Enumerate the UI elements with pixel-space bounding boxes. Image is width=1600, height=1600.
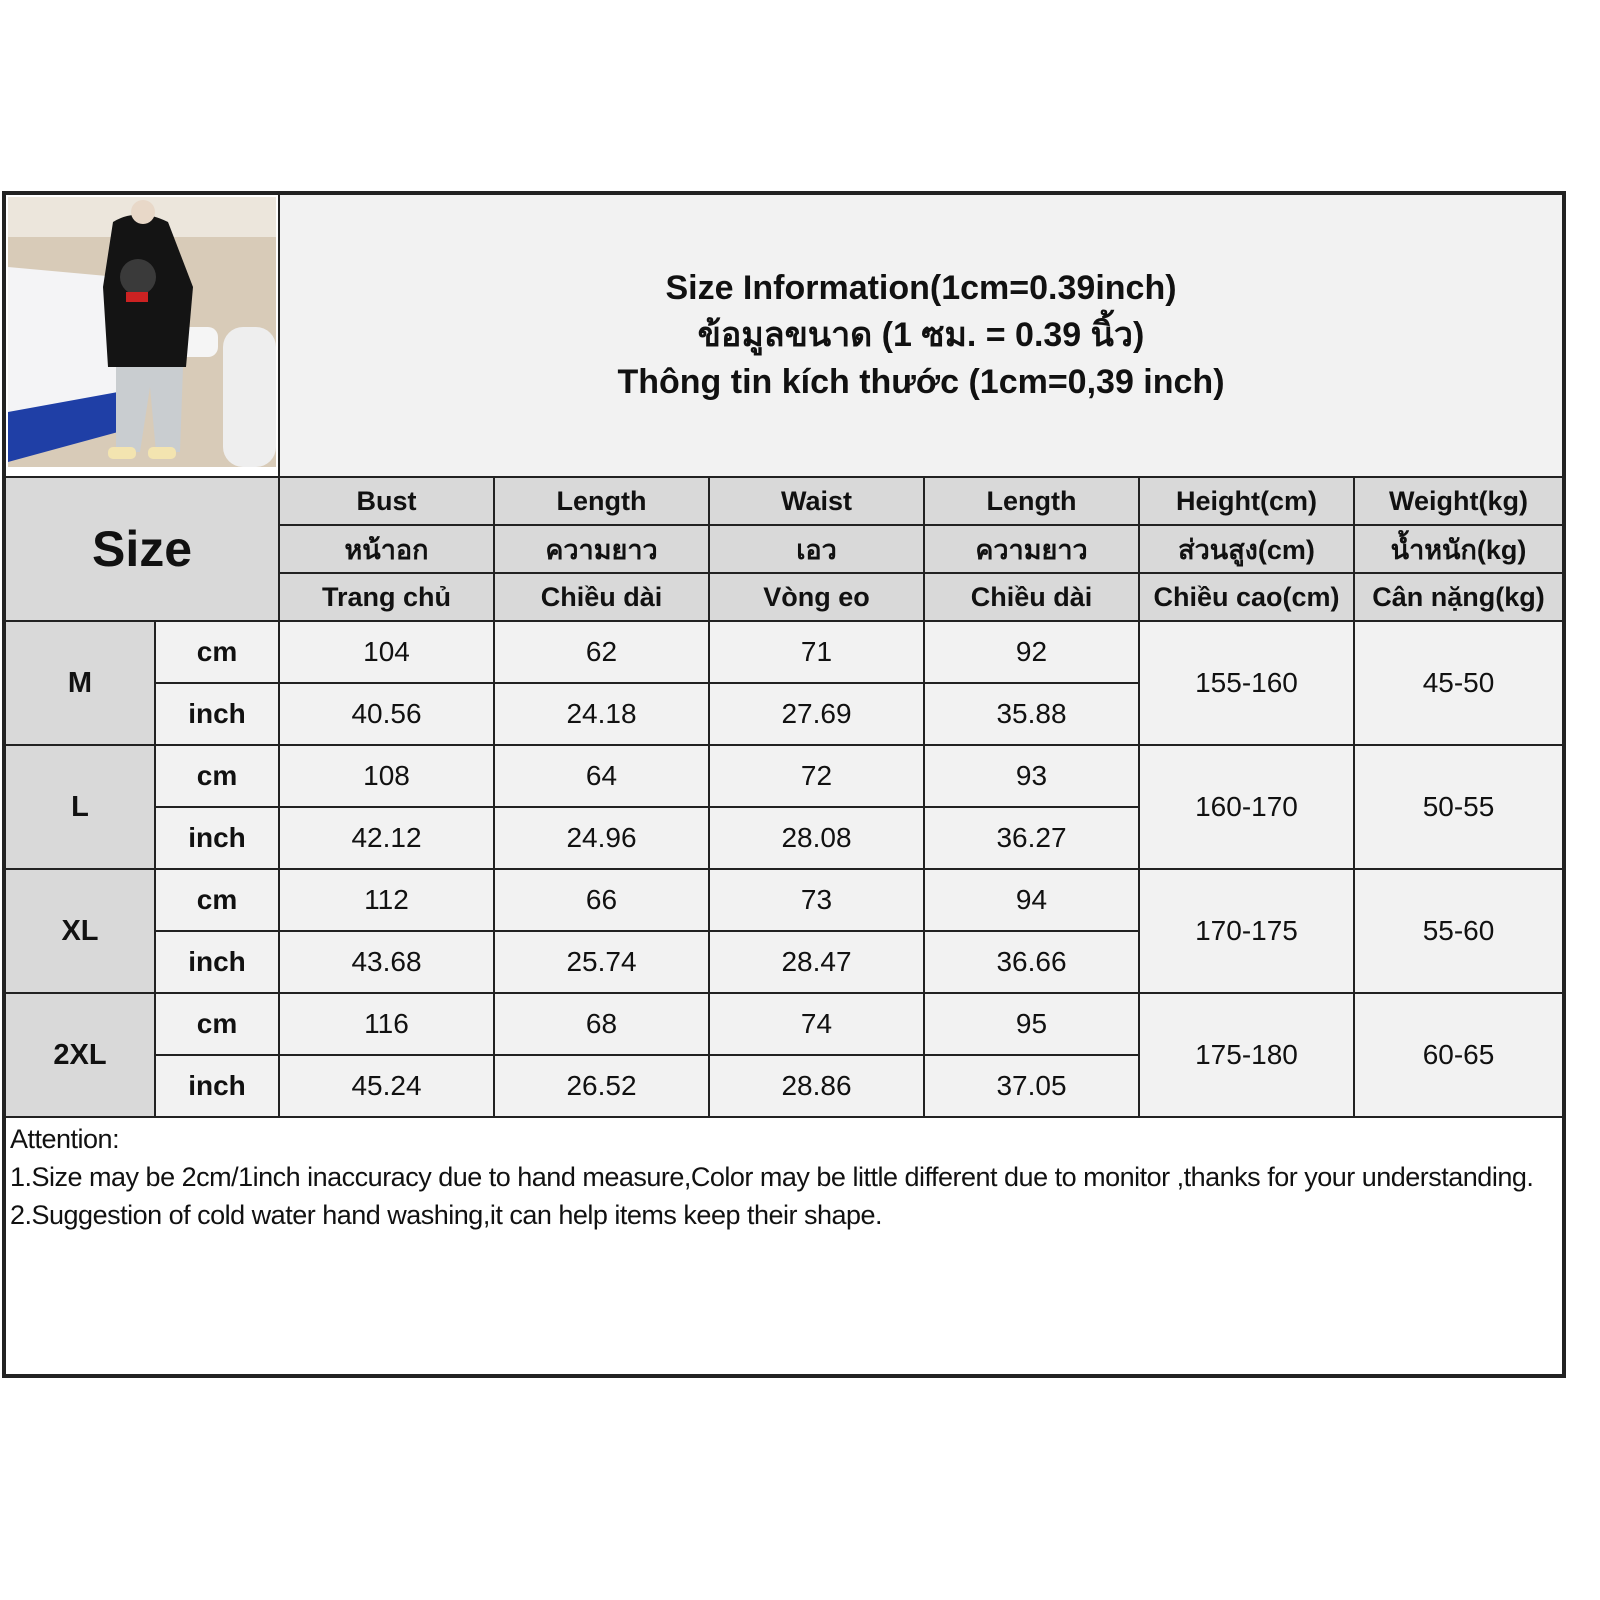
inch-value: 35.88 xyxy=(923,682,1140,746)
unit-label: inch xyxy=(154,1054,280,1118)
note-item: 1.Size may be 2cm/1inch inaccuracy due t… xyxy=(10,1162,1534,1192)
height-range: 175-180 xyxy=(1138,992,1355,1118)
size-label: L xyxy=(4,744,156,870)
col-header-vi: Cân nặng(kg) xyxy=(1353,572,1564,622)
inch-value: 24.96 xyxy=(493,806,710,870)
table-row-cm: M cm 104 62 71 92 155-160 45-50 xyxy=(4,620,1564,746)
unit-label: cm xyxy=(154,868,280,932)
inch-value: 45.24 xyxy=(278,1054,495,1118)
inch-value: 27.69 xyxy=(708,682,925,746)
weight-range: 45-50 xyxy=(1353,620,1564,746)
cm-value: 74 xyxy=(708,992,925,1056)
title-block: Size Information(1cm=0.39inch) ข้อมูลขนา… xyxy=(278,193,1564,478)
notes-heading: Attention: xyxy=(10,1124,120,1154)
cm-value: 112 xyxy=(278,868,495,932)
title-en: Size Information(1cm=0.39inch) xyxy=(665,269,1177,307)
unit-label: cm xyxy=(154,744,280,808)
product-photo xyxy=(4,193,280,478)
weight-range: 50-55 xyxy=(1353,744,1564,870)
inch-value: 42.12 xyxy=(278,806,495,870)
title-th: ข้อมูลขนาด (1 ซม. = 0.39 นิ้ว) xyxy=(697,316,1145,354)
cm-value: 66 xyxy=(493,868,710,932)
height-range: 155-160 xyxy=(1138,620,1355,746)
cm-value: 104 xyxy=(278,620,495,684)
inch-value: 36.66 xyxy=(923,930,1140,994)
table-row-inch: inch 45.24 26.52 28.86 37.05 xyxy=(5,1054,1563,1118)
table-row-inch: inch 40.56 24.18 27.69 35.88 xyxy=(5,682,1563,746)
col-header-en: Height(cm) xyxy=(1138,476,1355,526)
weight-range: 60-65 xyxy=(1353,992,1564,1118)
table-row-inch: inch 42.12 24.96 28.08 36.27 xyxy=(5,806,1563,870)
inch-value: 28.47 xyxy=(708,930,925,994)
title-vi: Thông tin kích thước (1cm=0,39 inch) xyxy=(617,363,1225,401)
size-header: Size xyxy=(4,476,280,622)
cm-value: 95 xyxy=(923,992,1140,1056)
attention-notes: Attention: 1.Size may be 2cm/1inch inacc… xyxy=(4,1116,1564,1376)
cm-value: 72 xyxy=(708,744,925,808)
cm-value: 92 xyxy=(923,620,1140,684)
inch-value: 37.05 xyxy=(923,1054,1140,1118)
cm-value: 93 xyxy=(923,744,1140,808)
col-header-vi: Chiều dài xyxy=(493,572,710,622)
cm-value: 116 xyxy=(278,992,495,1056)
inch-value: 25.74 xyxy=(493,930,710,994)
table-row-cm: XL cm 112 66 73 94 170-175 55-60 xyxy=(4,868,1564,994)
unit-label: cm xyxy=(154,620,280,684)
inch-value: 36.27 xyxy=(923,806,1140,870)
cm-value: 73 xyxy=(708,868,925,932)
cm-value: 64 xyxy=(493,744,710,808)
col-header-en: Length xyxy=(923,476,1140,526)
col-header-vi: Chiều dài xyxy=(923,572,1140,622)
col-header-en: Bust xyxy=(278,476,495,526)
inch-value: 40.56 xyxy=(278,682,495,746)
col-header-en: Waist xyxy=(708,476,925,526)
col-header-th: ความยาว xyxy=(923,524,1140,574)
unit-label: inch xyxy=(154,806,280,870)
col-header-th: หน้าอก xyxy=(278,524,495,574)
table-row-cm: 2XL cm 116 68 74 95 175-180 60-65 xyxy=(4,992,1564,1118)
col-header-vi: Vòng eo xyxy=(708,572,925,622)
col-header-th: เอว xyxy=(708,524,925,574)
cm-value: 108 xyxy=(278,744,495,808)
inch-value: 24.18 xyxy=(493,682,710,746)
col-header-th: น้ำหนัก(kg) xyxy=(1353,524,1564,574)
cm-value: 62 xyxy=(493,620,710,684)
col-header-en: Length xyxy=(493,476,710,526)
height-range: 160-170 xyxy=(1138,744,1355,870)
col-header-en: Weight(kg) xyxy=(1353,476,1564,526)
model-photo xyxy=(8,197,276,467)
height-range: 170-175 xyxy=(1138,868,1355,994)
col-header-th: ความยาว xyxy=(493,524,710,574)
cm-value: 68 xyxy=(493,992,710,1056)
cm-value: 94 xyxy=(923,868,1140,932)
size-label: XL xyxy=(4,868,156,994)
table-row-cm: L cm 108 64 72 93 160-170 50-55 xyxy=(4,744,1564,870)
size-label: M xyxy=(4,620,156,746)
inch-value: 28.08 xyxy=(708,806,925,870)
inch-value: 26.52 xyxy=(493,1054,710,1118)
inch-value: 28.86 xyxy=(708,1054,925,1118)
size-label: 2XL xyxy=(4,992,156,1118)
cm-value: 71 xyxy=(708,620,925,684)
weight-range: 55-60 xyxy=(1353,868,1564,994)
unit-label: cm xyxy=(154,992,280,1056)
table-row-inch: inch 43.68 25.74 28.47 36.66 xyxy=(5,930,1563,994)
col-header-th: ส่วนสูง(cm) xyxy=(1138,524,1355,574)
note-item: 2.Suggestion of cold water hand washing,… xyxy=(10,1200,883,1230)
unit-label: inch xyxy=(154,682,280,746)
size-chart: Size Information(1cm=0.39inch) ข้อมูลขนา… xyxy=(2,191,1566,1378)
col-header-vi: Trang chủ xyxy=(278,572,495,622)
inch-value: 43.68 xyxy=(278,930,495,994)
col-header-vi: Chiều cao(cm) xyxy=(1138,572,1355,622)
unit-label: inch xyxy=(154,930,280,994)
